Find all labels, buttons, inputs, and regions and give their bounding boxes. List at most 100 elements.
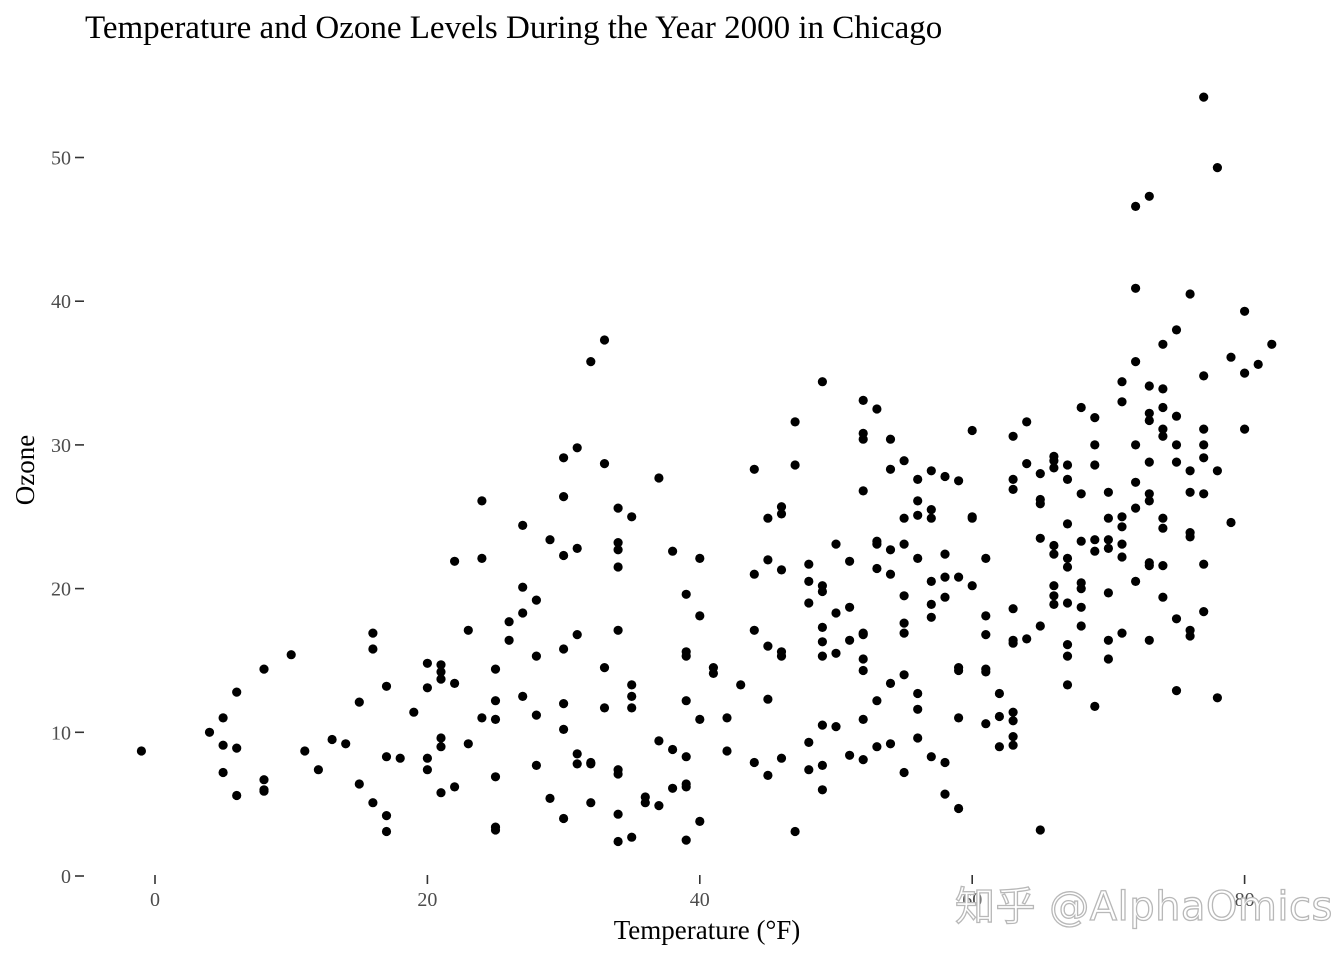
data-point [804,598,814,608]
data-point [640,798,650,808]
data-point [926,466,936,476]
data-point [477,553,487,564]
data-point [845,556,855,566]
data-point [858,665,868,676]
y-axis: 0 10 20 30 40 50 [51,148,84,888]
data-point [286,650,296,660]
data-point [613,503,623,513]
data-point [572,443,582,453]
data-point [572,759,582,769]
data-point [1062,519,1073,529]
data-point [831,608,841,618]
y-tick-label: 10 [51,722,71,744]
data-point [1226,352,1236,362]
data-point [1131,477,1141,487]
data-point [940,549,950,559]
data-point [381,752,392,762]
data-point [872,742,882,752]
data-point [668,783,678,793]
data-point [1144,489,1154,499]
data-point [1199,607,1209,617]
data-point [1035,621,1045,631]
data-point [994,711,1005,722]
data-point [1240,368,1250,378]
data-point [613,538,623,548]
data-point [872,539,882,549]
data-point [1158,561,1168,571]
data-point [1062,598,1073,608]
data-point [1022,459,1032,469]
data-point [913,733,923,743]
data-point [899,618,909,628]
data-point [627,680,637,690]
data-point [1090,460,1100,470]
data-point [1076,602,1086,612]
data-point [1144,408,1154,418]
data-point [1253,359,1263,369]
data-point [1267,339,1277,349]
data-point [1022,417,1032,427]
data-point [559,492,569,502]
data-point [1008,431,1018,441]
data-point [409,707,419,717]
data-point [804,576,814,587]
data-point [940,592,950,602]
data-point [1008,604,1018,614]
data-point [1035,469,1045,479]
data-point [368,798,378,808]
data-point [136,746,146,756]
data-point [518,691,528,702]
data-point [354,697,364,707]
data-point [1022,634,1032,644]
data-point [776,509,787,519]
x-tick-label: 60 [962,889,982,911]
data-point [940,757,950,768]
x-axis: 0 20 40 60 80 [150,875,1255,911]
data-point [1103,487,1113,497]
data-point [422,753,432,763]
data-point [368,644,378,654]
data-point [749,569,759,579]
data-point [681,782,691,792]
data-point [858,755,868,765]
data-point [940,471,950,482]
data-point [817,651,828,661]
data-point [913,510,923,520]
data-point [1008,707,1018,717]
data-point [436,733,446,743]
data-point [1008,638,1018,648]
data-point [1049,549,1059,559]
data-point [913,474,923,484]
data-point [504,617,514,627]
data-point [926,599,936,610]
data-point [804,737,814,748]
data-point [1090,413,1100,423]
x-tick-label: 0 [150,889,160,911]
data-point [749,757,759,768]
data-point [899,456,909,466]
data-point [1199,424,1209,434]
data-point [463,625,473,635]
data-point [490,664,501,674]
data-point [1103,654,1113,664]
data-point [1090,535,1100,545]
data-point [967,425,977,436]
data-point [954,665,964,676]
data-point [763,555,773,565]
data-point [1199,440,1209,450]
data-point [845,750,855,760]
data-point [831,539,841,549]
data-point [654,801,664,811]
data-point [885,678,896,689]
data-point [981,611,991,621]
data-point [872,696,882,706]
data-point [1008,484,1018,494]
data-point [1144,561,1154,571]
data-point [776,502,787,512]
data-point [1158,523,1168,533]
data-point [613,545,623,555]
data-point [586,357,596,367]
data-point [1131,503,1141,513]
data-point [1117,539,1127,549]
